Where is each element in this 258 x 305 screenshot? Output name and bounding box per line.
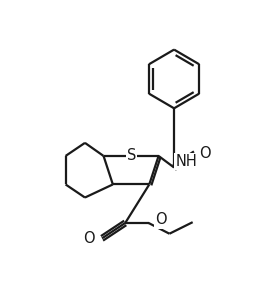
Text: O: O <box>83 231 94 246</box>
Text: NH: NH <box>176 154 197 169</box>
Text: O: O <box>155 212 166 227</box>
Text: O: O <box>199 146 211 161</box>
Text: S: S <box>127 149 136 163</box>
